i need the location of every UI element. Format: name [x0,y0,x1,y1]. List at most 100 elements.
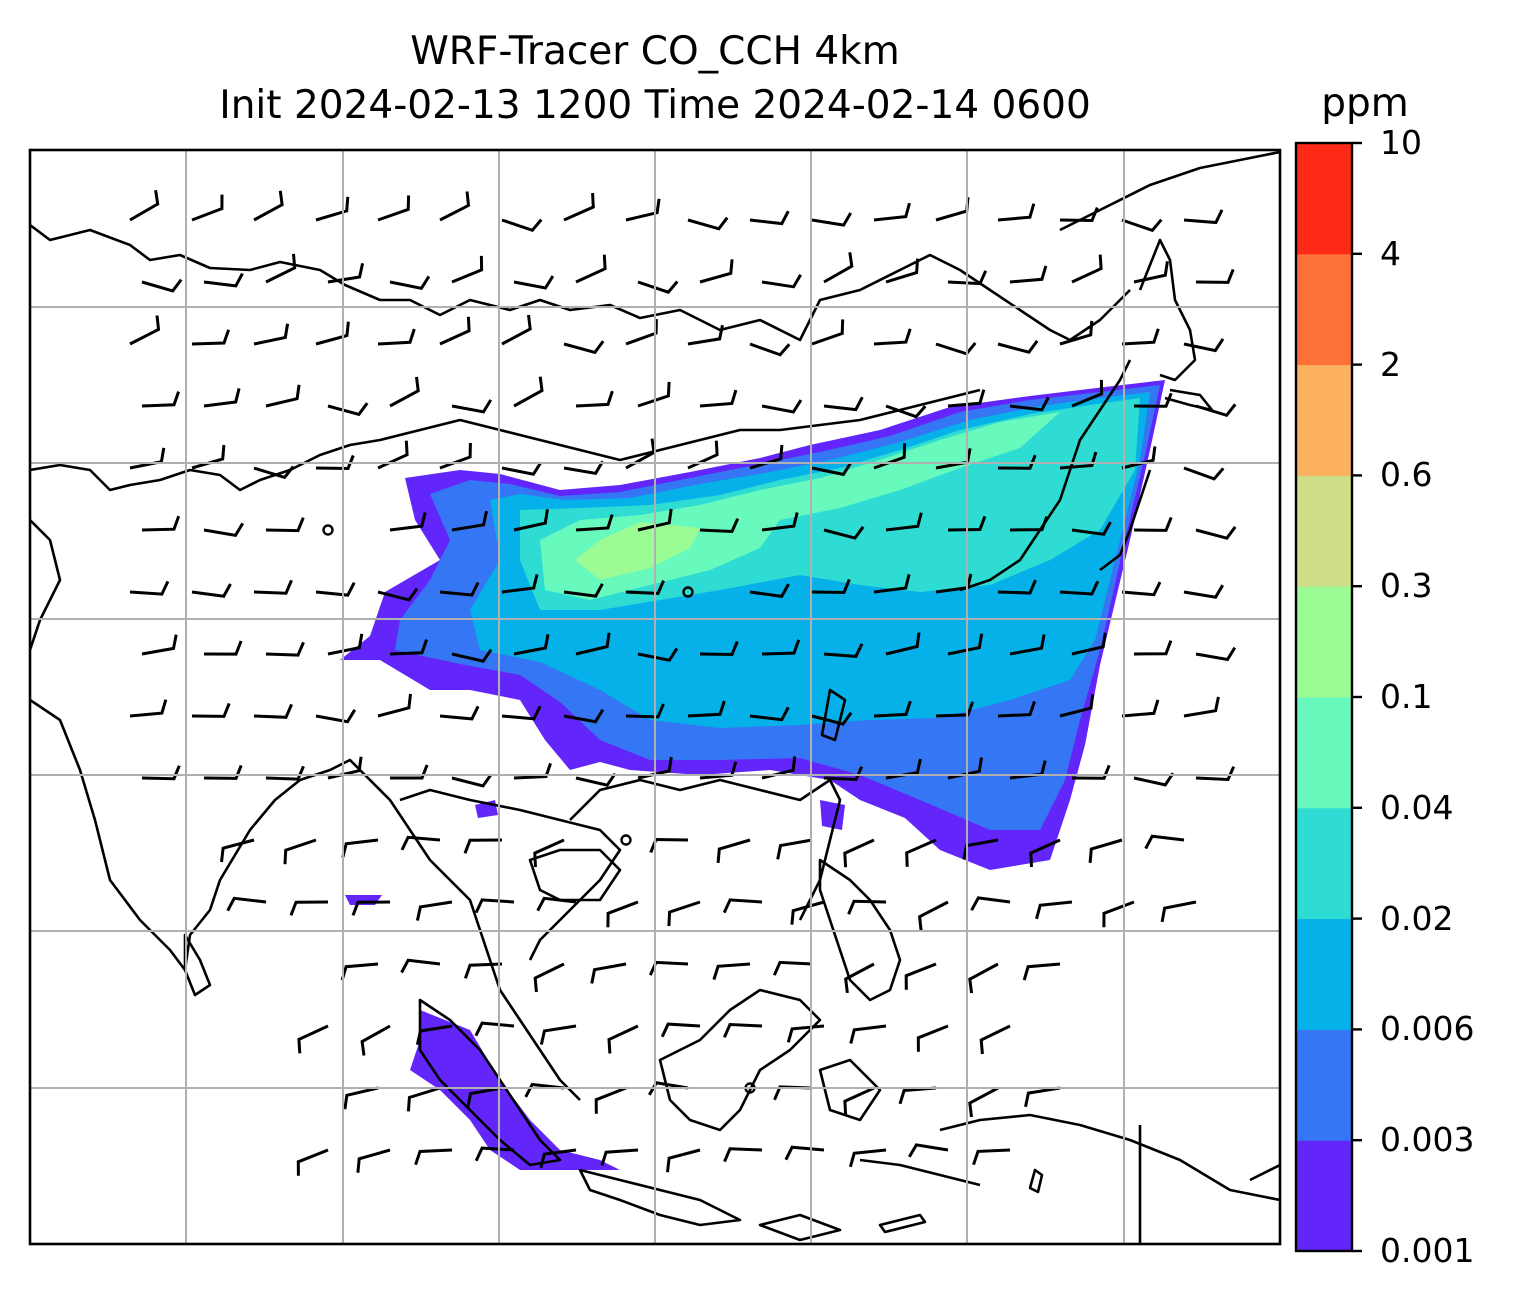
wind-barb [1121,446,1157,470]
wind-barb [625,198,661,222]
wind-barb [129,580,170,596]
wind-barb [625,703,665,719]
wind-barb [885,512,923,532]
wind-barb [265,517,305,533]
wind-barb [1024,1086,1061,1108]
colorbar-tick-label: 0.02 [1380,898,1454,938]
wind-barb [539,1148,577,1169]
calm-wind-marker [682,586,694,598]
wind-barb [1183,338,1225,353]
wind-barb [905,838,937,867]
wind-barb [1121,328,1160,346]
wind-barb [377,693,412,718]
wind-barb [129,699,168,718]
wind-barb [439,581,480,597]
wind-barb [439,191,471,222]
wind-barb [203,272,244,288]
wind-barb [637,280,679,294]
wind-barb [637,381,671,408]
wind-barb [474,1146,515,1162]
wind-barb [772,960,813,976]
wind-barb [389,639,429,656]
wind-barb [667,900,701,927]
wind-barb [947,515,987,532]
wind-barb [1183,696,1220,718]
wind-barb [947,389,986,408]
wind-barb [513,509,549,532]
wind-barb [575,514,614,532]
wind-barb [297,1024,329,1054]
wind-barb [533,962,565,993]
wind-barb [400,835,441,851]
wind-barb [790,900,825,925]
wind-barb [253,703,293,719]
wind-barb [513,762,552,780]
wind-barb [1029,838,1061,868]
wind-barb [600,1148,639,1167]
wind-barb [289,900,329,916]
wind-barb [463,838,503,854]
wind-barb [1071,632,1107,656]
wind-barb [811,212,852,227]
wind-barb [575,390,614,408]
wind-barb [575,772,617,787]
wind-barb [811,578,851,595]
colorbar-segment [1296,807,1352,920]
wind-barb [1195,646,1237,662]
wind-barb [141,278,183,293]
wind-barb [351,900,391,916]
wind-barb [389,512,427,532]
wind-barb [439,442,472,470]
wind-barb [823,643,864,658]
wind-barb [501,314,532,346]
wind-barb [451,773,493,788]
wind-barb [1183,584,1224,599]
wind-barb [415,900,453,921]
wind-barb [283,838,317,865]
map-frame [28,148,1282,1246]
wind-barb [533,838,565,868]
wind-barb [390,764,429,780]
wind-barb [968,962,999,994]
wind-barb [129,447,166,470]
wind-barb [666,1148,701,1173]
wind-barb [315,196,350,222]
wind-barb [722,898,763,914]
wind-barb [761,399,803,414]
wind-barb [776,838,813,860]
wind-barb [563,708,605,724]
wind-barb [947,633,984,656]
gridlines [30,150,1280,1244]
wind-barb [648,1081,689,1096]
wind-barb [265,384,301,408]
wind-barb [1133,516,1173,532]
wind-barb [997,203,1036,222]
wind-barb [400,958,441,974]
wind-barb [389,376,420,408]
wind-barb [191,702,231,718]
wind-barb [637,647,679,662]
colorbar-segment [1296,253,1352,366]
wind-barb [1009,634,1046,656]
wind-barb [414,1148,453,1166]
calm-wind-marker [620,834,632,846]
wind-barb [1009,265,1048,284]
wind-barb [811,711,853,726]
colorbar-segment [1296,697,1352,809]
colorbar-segment [1296,586,1352,698]
wind-barb [1009,396,1050,412]
wind-barb [823,396,864,412]
wind-barb [606,900,639,928]
colorbar-segment [1296,475,1352,587]
wind-barb [563,583,604,598]
wind-barb [699,518,740,534]
wind-barbs [129,189,1237,1176]
wind-barb [749,583,790,599]
wind-barb [1133,261,1169,284]
wind-barb [451,399,493,414]
wind-barb [1059,207,1099,223]
wind-barb [129,189,160,222]
plot-title-line-2: Init 2024-02-13 1200 Time 2024-02-14 060… [219,83,1091,128]
wind-barb [786,1024,825,1043]
